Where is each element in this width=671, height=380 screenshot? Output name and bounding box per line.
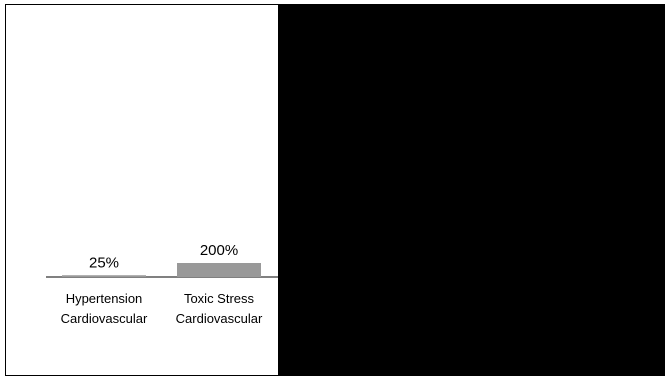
category-label-0-line-0: Hypertension bbox=[66, 291, 143, 306]
black-panel bbox=[278, 5, 664, 375]
bar-1 bbox=[177, 263, 261, 277]
data-label-1: 200% bbox=[200, 242, 238, 259]
bar-chart: 25% Hypertension Cardiovascular 200% Toxic S… bbox=[46, 242, 278, 326]
data-label-0: 25% bbox=[89, 254, 119, 271]
chart-frame: 25% Hypertension Cardiovascular 200% Toxic S… bbox=[5, 4, 665, 376]
bar-0 bbox=[62, 275, 146, 277]
category-label-1-line-1: Cardiovascular bbox=[176, 311, 263, 326]
category-label-0-line-1: Cardiovascular bbox=[61, 311, 148, 326]
category-label-1-line-0: Toxic Stress bbox=[184, 291, 255, 306]
